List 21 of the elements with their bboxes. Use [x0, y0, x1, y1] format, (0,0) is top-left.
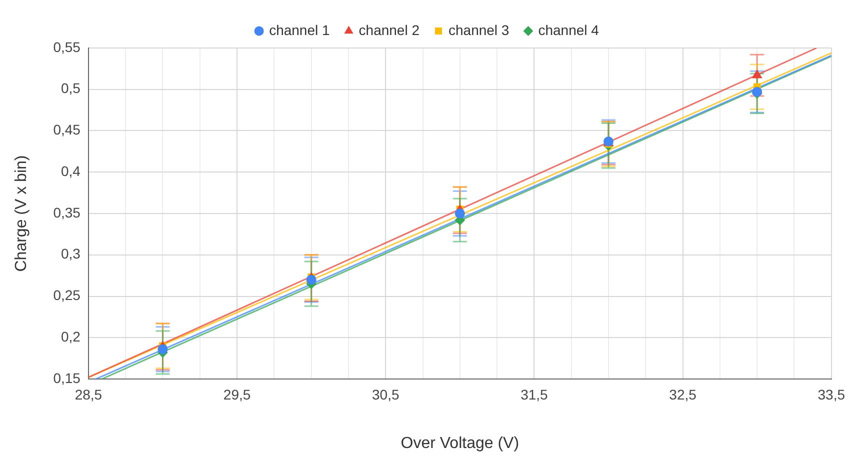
x-tick-label: 33,5 [818, 386, 846, 402]
y-tick-label: 0,5 [60, 80, 81, 96]
legend-label: channel 1 [269, 22, 330, 38]
x-tick-label: 29,5 [223, 386, 251, 402]
x-tick-label: 31,5 [520, 386, 548, 402]
legend-label: channel 4 [538, 22, 600, 38]
x-tick-label: 32,5 [669, 386, 697, 402]
y-tick-label: 0,35 [53, 204, 81, 220]
y-tick-label: 0,55 [53, 38, 81, 55]
x-axis-title: Over Voltage (V) [400, 434, 520, 452]
y-tick-label: 0,3 [60, 246, 81, 262]
y-tick-label: 0,25 [53, 287, 81, 304]
y-axis-title: Charge (V x bin) [13, 155, 30, 272]
legend-label: channel 2 [358, 22, 420, 38]
y-tick-label: 0,15 [53, 370, 81, 386]
y-tick-label: 0,2 [60, 328, 81, 344]
legend-label: channel 3 [448, 22, 510, 38]
y-tick-label: 0,4 [60, 162, 81, 179]
y-tick-label: 0,45 [53, 122, 81, 138]
x-tick-label: 30,5 [372, 386, 400, 402]
x-tick-label: 28,5 [74, 386, 102, 402]
